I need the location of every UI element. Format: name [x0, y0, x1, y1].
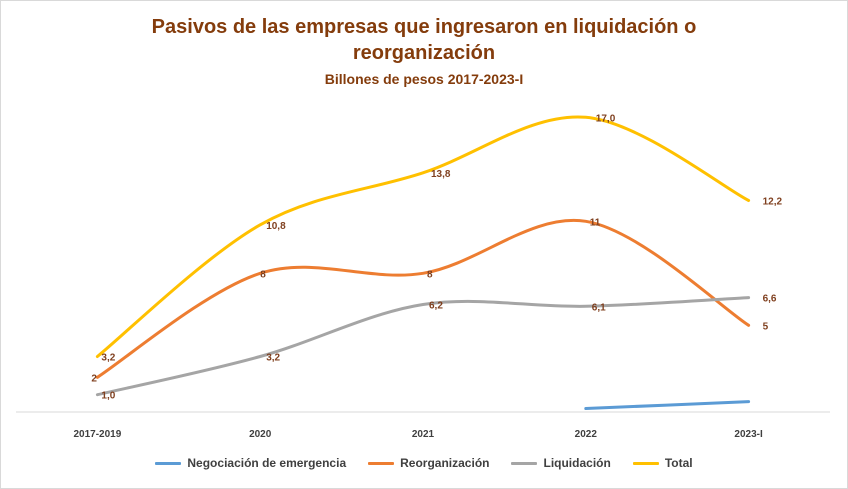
series-line-total — [95, 115, 751, 358]
data-label: 8 — [427, 269, 433, 280]
legend-item-reorganizacion: Reorganización — [368, 456, 489, 470]
x-tick-label: 2017-2019 — [73, 429, 121, 440]
legend-item-liquidacion: Liquidación — [511, 456, 611, 470]
legend-swatch — [368, 461, 395, 465]
legend-label: Negociación de emergencia — [187, 456, 347, 470]
data-label: 10,8 — [266, 221, 286, 232]
data-label: 2 — [91, 373, 97, 384]
data-label: 8 — [260, 269, 266, 280]
chart-title: Pasivos de las empresas que ingresaron e… — [0, 14, 848, 66]
data-label: 3,2 — [101, 353, 115, 364]
chart-legend: Negociación de emergencia Reorganización L… — [0, 456, 848, 470]
line-chart: 2017-2019 2020 2021 2022 2023-I 2 8 8 11 5 1,0 3,2… — [16, 113, 830, 440]
chart-subtitle: Billones de pesos 2017-2023-I — [324, 71, 524, 87]
x-tick-label: 2020 — [249, 429, 272, 440]
data-label: 12,2 — [763, 197, 783, 208]
data-label: 6,6 — [763, 294, 777, 305]
data-label: 1,0 — [101, 391, 115, 402]
series-line-reorganizacion — [95, 218, 751, 379]
series-line-liquidacion — [95, 296, 751, 397]
data-label: 5 — [763, 321, 769, 332]
legend-label: Reorganización — [400, 456, 490, 470]
data-label: 17,0 — [596, 113, 616, 124]
series-line-negociacion-de-emergencia — [584, 400, 751, 410]
legend-item-negociacion-de-emergencia: Negociación de emergencia — [155, 456, 346, 470]
legend-label: Liquidación — [543, 456, 611, 470]
legend-label: Total — [664, 456, 693, 470]
data-label: 13,8 — [431, 169, 451, 180]
chart-title-line-2: reorganización — [352, 42, 496, 64]
x-tick-label: 2021 — [412, 429, 435, 440]
legend-swatch — [632, 461, 659, 465]
data-label: 11 — [590, 217, 601, 228]
data-label: 6,2 — [429, 301, 443, 312]
legend-item-total: Total — [632, 456, 693, 470]
legend-swatch — [511, 461, 538, 465]
data-label: 3,2 — [266, 353, 280, 364]
legend-swatch — [155, 461, 182, 465]
chart-title-line-1: Pasivos de las empresas que ingresaron e… — [151, 16, 697, 38]
x-tick-label: 2022 — [575, 429, 598, 440]
data-label: 6,1 — [592, 302, 606, 313]
x-tick-label: 2023-I — [734, 429, 763, 440]
